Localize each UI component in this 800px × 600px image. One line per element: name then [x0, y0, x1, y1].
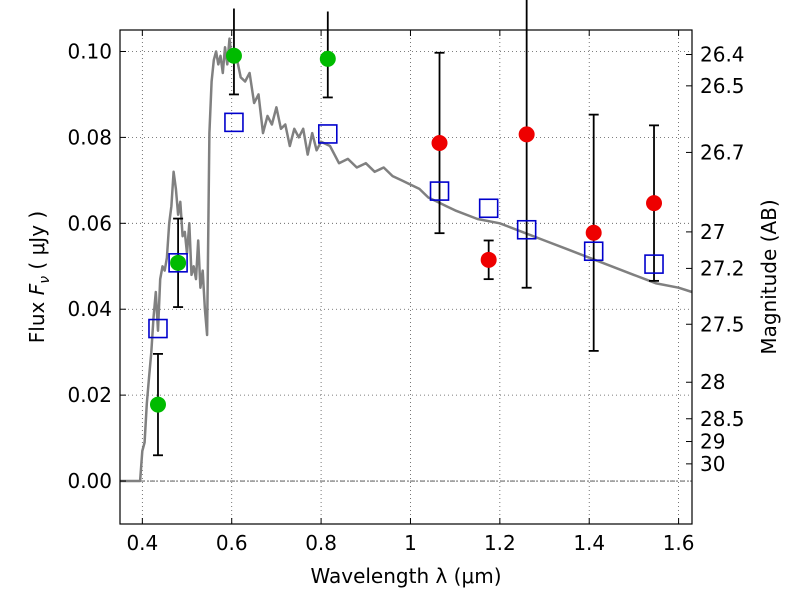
y2-tick-label: 26.7 [700, 140, 745, 164]
series-layer [120, 37, 693, 483]
x-tick-label: 0.8 [305, 531, 337, 555]
y2-tick-label: 27.2 [700, 256, 745, 280]
model-photometry-square [317, 124, 338, 144]
y-tick-label: 0.02 [67, 383, 112, 407]
y-axis-label-subscript: ν [37, 276, 53, 284]
data-point [646, 195, 663, 212]
x-tick-label: 1 [404, 531, 417, 555]
data-point [319, 50, 336, 67]
y2-axis-label: Magnitude (AB) [757, 199, 781, 354]
x-tick-label: 1.4 [573, 531, 605, 555]
y-axis-label: Flux Fν ( μJy ) [25, 211, 53, 343]
data-point [170, 254, 187, 271]
grid-layer [120, 30, 692, 524]
data-point [225, 47, 242, 64]
model-photometry-square [516, 219, 537, 240]
y-tick-label: 0.10 [67, 39, 112, 63]
model-photometry-square [148, 318, 168, 339]
y2-tick-label: 28 [700, 370, 725, 394]
y-tick-label: 0.06 [67, 211, 112, 235]
model-photometry-square [478, 198, 499, 219]
y-axis-label-symbol: F [25, 283, 49, 295]
marker-layer [148, 47, 664, 413]
errorbar-layer [152, 0, 660, 457]
x-tick-label: 0.4 [126, 531, 158, 555]
model-photometry-square [644, 254, 664, 274]
y2-tick-label: 28.5 [700, 407, 745, 431]
data-point [480, 251, 497, 268]
y-axis-label-unit: ( μJy ) [25, 211, 49, 276]
data-point [518, 126, 535, 143]
y2-tick-label: 30 [700, 452, 725, 476]
y-tick-label: 0.08 [67, 125, 112, 149]
model-photometry-square [583, 241, 604, 262]
x-tick-label: 1.6 [663, 531, 695, 555]
data-point [585, 224, 602, 241]
x-tick-label: 1.2 [484, 531, 516, 555]
model-photometry-square [429, 181, 450, 201]
x-tick-label: 0.6 [216, 531, 248, 555]
y2-tick-label: 27.5 [700, 312, 745, 336]
y-tick-label: 0.00 [67, 469, 112, 493]
data-point [431, 134, 448, 151]
y2-tick-label: 26.5 [700, 74, 745, 98]
y-tick-label: 0.04 [67, 297, 112, 321]
x-axis-label: Wavelength λ (μm) [310, 564, 501, 588]
y2-tick-label: 26.4 [700, 42, 745, 66]
model-photometry-square [168, 253, 188, 273]
plot-frame [119, 29, 693, 525]
model-sed-line [120, 37, 693, 483]
y2-tick-label: 29 [700, 430, 725, 454]
model-photometry-square [224, 112, 244, 133]
data-point [149, 396, 166, 413]
tick-layer: 0.4 0.6 0.8 1 1.2 1.4 1.6 0.00 0.02 0.04 0.06 0.08 0… [67, 30, 745, 555]
y2-tick-label: 27 [700, 220, 725, 244]
y-axis-label-prefix: Flux [25, 295, 49, 343]
